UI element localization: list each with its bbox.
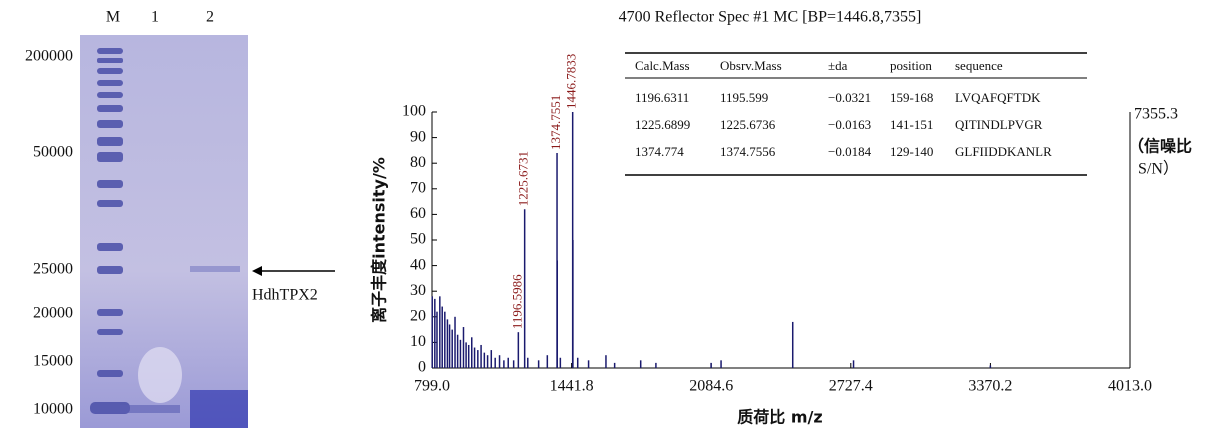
- table-header: sequence: [955, 58, 1003, 73]
- table-cell: 1225.6899: [635, 117, 690, 132]
- table-cell: 141-151: [890, 117, 933, 132]
- lane-label: M: [106, 9, 120, 26]
- table-cell: 1195.599: [720, 90, 768, 105]
- figure: HdhTPX2 4700 Reflector Spec #1 MC [BP=14…: [0, 0, 1213, 432]
- y-tick-label: 0: [418, 359, 426, 376]
- marker-label: 200000: [25, 48, 73, 65]
- y-tick-label: 80: [410, 154, 426, 171]
- annotation: 7355.3: [1134, 106, 1178, 123]
- y-axis-label: 离子丰度intensity/%: [370, 157, 389, 323]
- x-axis-label: 质荷比 m/z: [737, 408, 822, 427]
- lane-label: 2: [206, 9, 214, 26]
- table-cell: LVQAFQFTDK: [955, 90, 1041, 105]
- table-cell: −0.0184: [828, 144, 872, 159]
- table-cell: 1225.6736: [720, 117, 776, 132]
- gel-image: [80, 35, 248, 428]
- y-tick-label: 60: [410, 205, 426, 222]
- y-tick-label: 70: [410, 179, 426, 196]
- table-cell: GLFIIDDKANLR: [955, 144, 1052, 159]
- annotation: （信噪比: [1128, 137, 1192, 156]
- y-tick-label: 100: [402, 103, 426, 120]
- marker-label: 25000: [33, 261, 73, 278]
- x-tick-label: 4013.0: [1108, 378, 1152, 395]
- peak-label: 1446.7833: [564, 54, 579, 109]
- x-tick-label: 799.0: [414, 378, 450, 395]
- y-tick-label: 50: [410, 231, 426, 248]
- table-cell: 159-168: [890, 90, 933, 105]
- y-tick-label: 20: [410, 307, 426, 324]
- marker-label: 20000: [33, 305, 73, 322]
- table-cell: −0.0321: [828, 90, 871, 105]
- y-tick-label: 30: [410, 282, 426, 299]
- table-cell: QITINDLPVGR: [955, 117, 1043, 132]
- peak-label: 1374.7551: [548, 95, 563, 150]
- marker-label: 15000: [33, 353, 73, 370]
- table-cell: 1196.6311: [635, 90, 689, 105]
- x-tick-label: 2727.4: [829, 378, 873, 395]
- table-header: position: [890, 58, 932, 73]
- table-cell: 1374.7556: [720, 144, 776, 159]
- table-cell: −0.0163: [828, 117, 871, 132]
- x-tick-label: 1441.8: [550, 378, 594, 395]
- x-tick-label: 3370.2: [968, 378, 1012, 395]
- marker-label: 10000: [33, 401, 73, 418]
- annotation: S/N）: [1138, 160, 1179, 178]
- y-tick-label: 40: [410, 256, 426, 273]
- y-tick-label: 10: [410, 333, 426, 350]
- table-header: Calc.Mass: [635, 58, 690, 73]
- table-header: ±da: [828, 58, 848, 73]
- lane-label: 1: [151, 9, 159, 26]
- table: Calc.Mass Obsrv.Mass ±da position sequence 11…: [625, 53, 1087, 175]
- marker-label: 50000: [33, 144, 73, 161]
- chart-title: 4700 Reflector Spec #1 MC [BP=1446.8,735…: [619, 9, 922, 26]
- arrow-head: [252, 266, 262, 276]
- y-tick-label: 90: [410, 128, 426, 145]
- peak-label: 1196.5986: [509, 274, 524, 329]
- table-cell: 1374.774: [635, 144, 684, 159]
- peak-label: 1225.6731: [516, 151, 531, 206]
- table-header: Obsrv.Mass: [720, 58, 782, 73]
- arrow-label: HdhTPX2: [252, 287, 318, 304]
- table-cell: 129-140: [890, 144, 933, 159]
- x-tick-label: 2084.6: [689, 378, 733, 395]
